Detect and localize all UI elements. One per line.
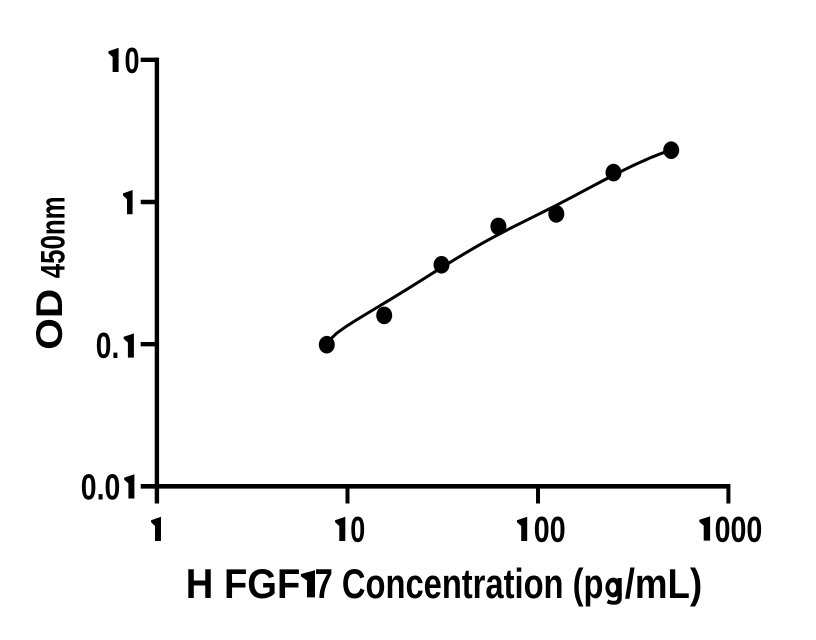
svg-text:0: 0 — [125, 40, 140, 81]
svg-text:H FGF: H FGF — [186, 560, 300, 607]
svg-text:0.: 0. — [96, 325, 120, 366]
svg-text:0.0: 0.0 — [81, 467, 121, 508]
svg-text:OD: OD — [29, 289, 70, 350]
svg-text:7 Concentration (p: 7 Concentration (p — [315, 560, 604, 607]
svg-text:00: 00 — [534, 509, 566, 550]
svg-text:/mL): /mL) — [625, 560, 703, 607]
svg-text:450nm: 450nm — [34, 196, 72, 278]
svg-text:0: 0 — [350, 509, 365, 550]
svg-text:000: 000 — [715, 509, 763, 550]
